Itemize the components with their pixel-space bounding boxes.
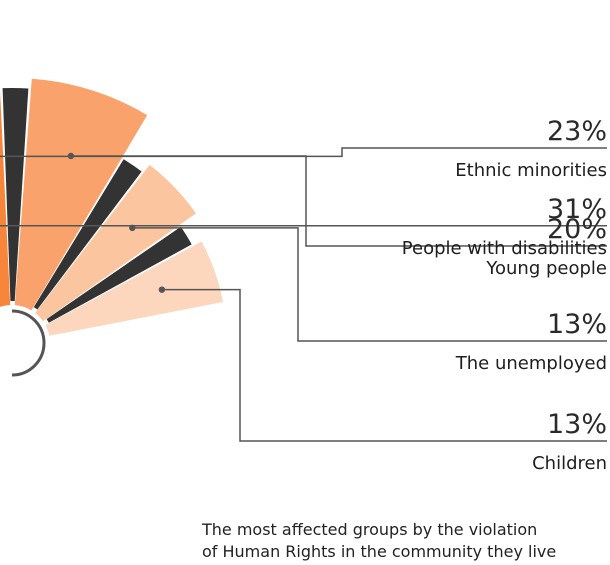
separator-4 bbox=[46, 226, 192, 323]
leader-line-5 bbox=[161, 288, 607, 442]
leader-dot-5 bbox=[158, 286, 166, 293]
caption-line-1: The most affected groups by the violatio… bbox=[202, 520, 538, 539]
value-label-4: 13% bbox=[547, 309, 607, 340]
category-label-2: Ethnic minorities bbox=[455, 160, 607, 181]
category-label-1: People with disabilities bbox=[402, 238, 607, 259]
separator-2 bbox=[2, 87, 29, 302]
slice-3 bbox=[14, 78, 148, 311]
slice-2 bbox=[0, 90, 11, 307]
separator-3 bbox=[33, 159, 142, 310]
value-label-1: 31% bbox=[547, 194, 607, 225]
leader-lines-group bbox=[0, 147, 607, 442]
separators-group bbox=[2, 87, 192, 323]
leader-dot-4 bbox=[129, 224, 136, 232]
slices-group bbox=[0, 78, 224, 336]
center-hub-ring bbox=[11, 309, 46, 377]
slice-5 bbox=[45, 241, 224, 336]
value-label-5: 13% bbox=[547, 409, 607, 440]
value-label-3: 20% bbox=[547, 214, 607, 245]
leader-line-3 bbox=[70, 155, 607, 247]
category-label-4: The unemployed bbox=[455, 353, 607, 374]
legend-labels-group: 31% People with disabilities 23% Ethnic min… bbox=[402, 116, 607, 474]
leader-dot-3 bbox=[67, 152, 75, 160]
value-label-2: 23% bbox=[547, 116, 607, 147]
caption-line-2: of Human Rights in the community they li… bbox=[202, 542, 557, 561]
leader-line-4 bbox=[132, 227, 607, 342]
slice-4 bbox=[35, 164, 196, 322]
category-label-5: Children bbox=[532, 453, 607, 474]
category-label-3: Young people bbox=[485, 258, 607, 279]
chart-caption: The most affected groups by the violatio… bbox=[202, 519, 602, 563]
